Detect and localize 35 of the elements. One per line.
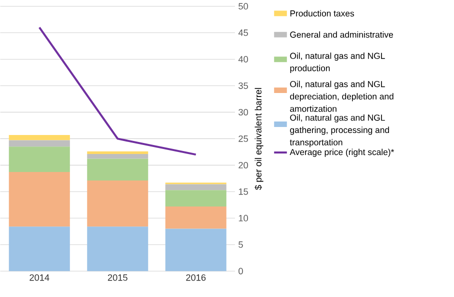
y-tick-label: 45 (238, 30, 248, 36)
y-tick-label: 40 (238, 56, 248, 63)
x-tick-label: 2015 (108, 274, 128, 281)
y-tick-label: 10 (238, 215, 248, 222)
x-tick-label: 2014 (30, 274, 50, 281)
bar (8, 146, 70, 172)
y-tick-label: 50 (238, 3, 248, 10)
legend-label: Average price (right scale)* (290, 148, 394, 157)
bar (8, 135, 70, 140)
bar (8, 172, 70, 227)
bar (165, 184, 226, 190)
bar (87, 154, 148, 159)
y-tick-label: 0 (238, 268, 243, 274)
y-tick-label: 30 (238, 109, 248, 116)
bar (165, 228, 226, 272)
x-tick-label: 2016 (186, 274, 206, 281)
y-tick-label: 35 (238, 82, 248, 90)
y-axis-title: $ per oil equivalent barrel (254, 88, 264, 190)
bar (87, 180, 148, 227)
y-tick-label: 15 (238, 188, 248, 195)
bar (165, 206, 226, 229)
bar (87, 226, 148, 272)
legend-label: Production taxes (290, 10, 354, 17)
bar (8, 226, 70, 272)
legend-label: Oil, natural gas and NGL depreciation, depletion and amortization (290, 80, 394, 112)
y-tick-label: 25 (238, 136, 248, 142)
bar (87, 152, 148, 154)
legend-label: Oil, natural gas and NGL production (290, 52, 385, 74)
legend-label: Oil, natural gas and NGL gathering, processing and transportation (290, 114, 389, 148)
y-tick-label: 5 (238, 242, 243, 248)
bar (8, 140, 70, 147)
legend-label: General and administrative (290, 31, 393, 38)
bar (165, 190, 226, 207)
bar (87, 158, 148, 181)
y-tick-label: 20 (238, 162, 248, 169)
